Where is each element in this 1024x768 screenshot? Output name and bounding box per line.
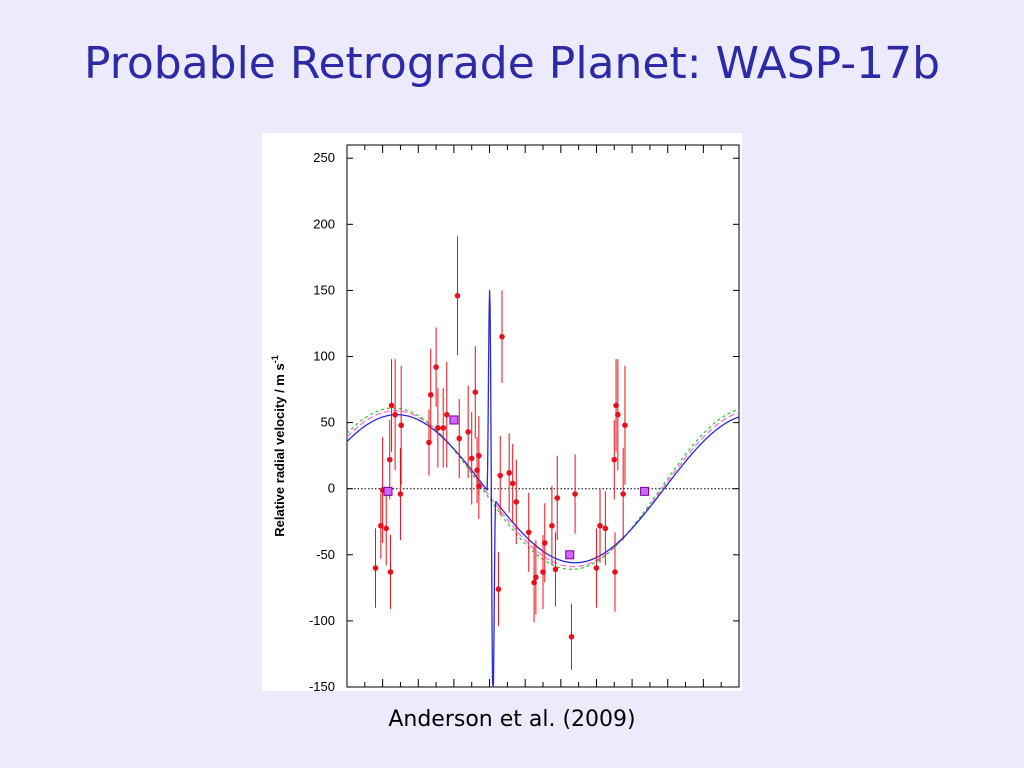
figure-caption: Anderson et al. (2009) (388, 707, 636, 732)
data-point (509, 480, 516, 487)
model-curve-magenta (346, 410, 740, 568)
slide-title: Probable Retrograde Planet: WASP-17b (83, 38, 941, 89)
data-point (541, 540, 548, 546)
data-point (398, 422, 404, 429)
data-point (549, 522, 555, 529)
data-point (468, 455, 475, 462)
data-point (435, 425, 441, 431)
data-point (476, 452, 482, 459)
data-point (499, 333, 505, 340)
y-tick-label: -100 (309, 613, 335, 628)
data-point (476, 483, 482, 489)
data-point (540, 569, 546, 575)
data-point (383, 525, 389, 532)
data-point (615, 411, 621, 418)
data-point (622, 422, 628, 429)
y-tick-label: 50 (321, 415, 335, 430)
chart-svg: -150 -100 -50 0 50 100 150 200 250 Relative radia… (270, 144, 740, 691)
data-point (554, 495, 561, 501)
square-marker (449, 415, 459, 425)
y-tick-label: 0 (328, 481, 335, 496)
data-point (593, 565, 600, 571)
data-point (472, 389, 479, 396)
data-point (513, 499, 520, 505)
data-point (552, 566, 559, 573)
y-tick-label: 150 (313, 282, 335, 297)
y-tick-label: -150 (309, 679, 335, 691)
y-tick-label: 100 (313, 349, 335, 364)
square-marker (383, 486, 393, 496)
y-tick-label: 250 (313, 150, 335, 165)
square-marker (565, 550, 575, 560)
data-point (426, 439, 432, 446)
data-point (572, 491, 578, 497)
data-point (388, 402, 395, 409)
data-point (443, 411, 450, 418)
data-point (568, 633, 575, 640)
data-point (620, 491, 626, 497)
radial-velocity-chart: -150 -100 -50 0 50 100 150 200 250 Relative radia… (262, 133, 742, 691)
y-axis-label: Relative radial velocity / m s-1 (270, 355, 287, 536)
data-point (454, 292, 461, 299)
data-point (397, 491, 404, 497)
data-point (613, 402, 619, 409)
data-point (506, 470, 512, 476)
data-point (465, 429, 471, 435)
data-point (602, 525, 609, 532)
y-tick-label: 200 (313, 216, 335, 231)
data-point (531, 579, 537, 586)
data-point (433, 364, 439, 370)
data-point (612, 569, 618, 575)
data-point (611, 456, 618, 463)
data-point (533, 574, 539, 581)
data-point (525, 529, 532, 536)
data-point (372, 565, 379, 571)
square-marker (640, 486, 650, 496)
data-point (440, 425, 447, 431)
data-point (386, 456, 393, 463)
data-point (378, 522, 384, 529)
data-point (474, 467, 480, 474)
data-point (497, 472, 504, 479)
data-point (456, 435, 463, 442)
data-point (427, 392, 434, 398)
data-point (495, 586, 502, 592)
data-point (392, 411, 398, 418)
data-point (597, 522, 603, 529)
y-tick-label: -50 (316, 547, 335, 562)
data-point (387, 569, 394, 575)
